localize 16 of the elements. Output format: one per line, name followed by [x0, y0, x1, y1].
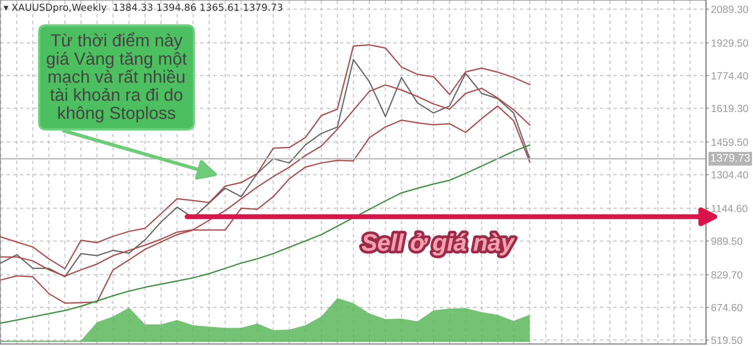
y-tick-label: 989.50: [711, 238, 742, 245]
y-tick-label: 1774.40: [712, 72, 748, 80]
y-tick-label: 1459.50: [712, 138, 748, 146]
y-tick-label: 1304.40: [712, 171, 748, 179]
chart-title: ▾ XAUUSDpro,Weekly 1384.33 1394.86 1365.61 1379.73: [4, 3, 282, 13]
y-tick-label: 674.60: [711, 304, 742, 312]
line-series: [0, 144, 530, 324]
y-tick-label: 1619.30: [712, 104, 748, 112]
y-tick-label: 1144.60: [712, 204, 748, 212]
y-tick-label: 829.70: [711, 271, 742, 279]
ref-line-label: 1379.73: [711, 154, 750, 162]
y-tick-label: 2089.30: [711, 6, 748, 14]
y-tick-label: 519.50: [711, 336, 742, 344]
annotation: Từ thời điểm này giá Vàng tăng một mạch và rất nhiều tài khoản ra đi do không Stoploss: [46, 32, 187, 123]
annotation: Sell ở giá này: [362, 232, 515, 256]
y-tick-label: 1929.50: [712, 39, 748, 47]
